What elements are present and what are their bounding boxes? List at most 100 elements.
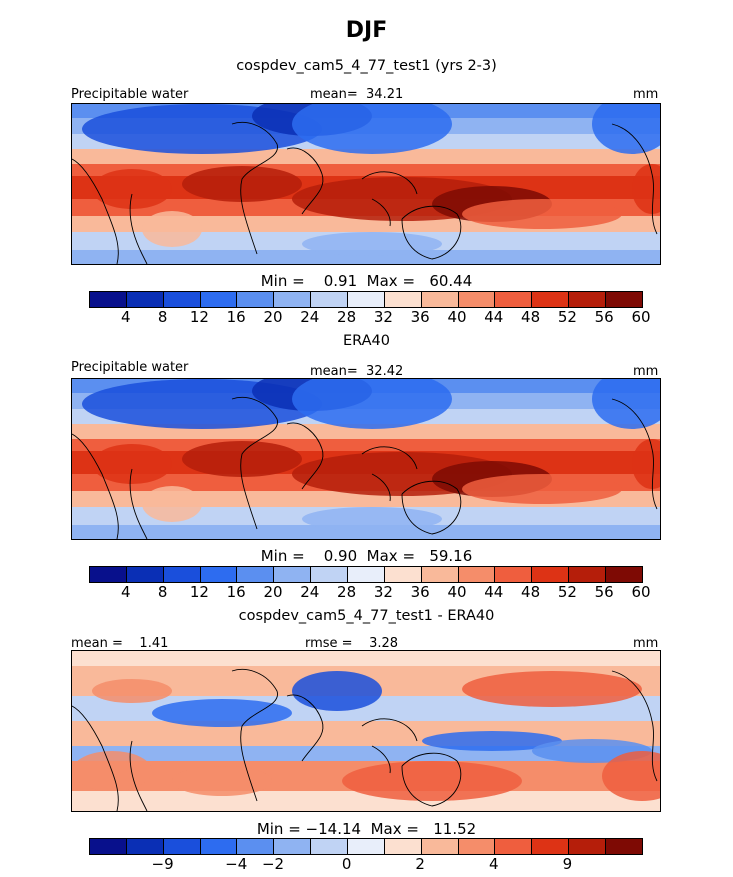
colorbar-3-box [421, 839, 459, 854]
field-plot [72, 379, 660, 539]
colorbar-3-ticks: −9 −4 −2 0 2 4 9 [89, 855, 641, 873]
colorbar-2-ticks: 4 8 12 16 20 24 28 32 36 40 44 48 52 56 60 [89, 583, 651, 601]
colorbar-tick-label: 4 [489, 855, 499, 873]
panel-3-rmse-label: rmse = 3.28 [305, 636, 399, 651]
colorbar-tick-label: 28 [337, 308, 357, 326]
panel-1-mean-label: mean= 34.21 [310, 87, 404, 102]
colorbar-tick-label: 40 [447, 583, 467, 601]
panel-1-minmax: Min = 0.91 Max = 60.44 [260, 272, 473, 290]
colorbar-tick-label: 48 [521, 583, 541, 601]
colorbar-3-box [495, 839, 533, 854]
colorbar-1-box [126, 292, 164, 307]
colorbar-3-box [311, 839, 349, 854]
panel-3-mean-label: mean = 1.41 [71, 636, 169, 651]
colorbar-1-box [237, 292, 275, 307]
colorbar-tick-label: 9 [562, 855, 573, 873]
colorbar-1-box [421, 292, 459, 307]
colorbar-tick-label: 8 [157, 308, 168, 326]
colorbar-3-box [200, 839, 238, 854]
colorbar-2 [89, 566, 643, 583]
colorbar-2-box [274, 567, 312, 582]
colorbar-tick-label: 16 [226, 308, 246, 326]
panel-2-left-label: Precipitable water [71, 360, 189, 375]
panel-1-left-label: Precipitable water [71, 87, 189, 102]
colorbar-2-box [237, 567, 275, 582]
panel-3-map [71, 650, 661, 812]
colorbar-tick-label: 36 [410, 308, 430, 326]
colorbar-1-box [458, 292, 496, 307]
colorbar-2-box [532, 567, 570, 582]
colorbar-tick-label: 60 [631, 308, 651, 326]
colorbar-tick-label: 56 [594, 583, 614, 601]
colorbar-tick-label: 4 [121, 583, 131, 601]
colorbar-3-box [274, 839, 312, 854]
colorbar-3-box [90, 839, 127, 854]
colorbar-1-box [495, 292, 533, 307]
colorbar-tick-label: 24 [300, 308, 320, 326]
panel-2-minmax: Min = 0.90 Max = 59.16 [260, 547, 473, 565]
panel-3-title: cospdev_cam5_4_77_test1 - ERA40 [238, 608, 495, 624]
colorbar-2-box [348, 567, 385, 582]
colorbar-tick-label: 52 [557, 583, 577, 601]
colorbar-tick-label: 36 [410, 583, 430, 601]
colorbar-tick-label: 24 [300, 583, 320, 601]
colorbar-1-box [163, 292, 201, 307]
colorbar-3-box [237, 839, 275, 854]
colorbar-2-box [200, 567, 238, 582]
panel-2-units-label: mm [633, 364, 659, 379]
colorbar-tick-label: 20 [263, 308, 283, 326]
colorbar-2-box [569, 567, 607, 582]
colorbar-tick-label: −9 [151, 855, 174, 873]
colorbar-tick-label: 2 [415, 855, 425, 873]
colorbar-tick-label: −4 [225, 855, 248, 873]
colorbar-3-box [458, 839, 496, 854]
colorbar-1-box [274, 292, 312, 307]
panel-1-title: cospdev_cam5_4_77_test1 (yrs 2-3) [236, 58, 497, 74]
colorbar-2-box [126, 567, 164, 582]
colorbar-1 [89, 291, 643, 308]
colorbar-3-box [532, 839, 570, 854]
colorbar-tick-label: 56 [594, 308, 614, 326]
colorbar-tick-label: 44 [484, 583, 504, 601]
colorbar-1-box [532, 292, 570, 307]
panel-1-units-label: mm [633, 87, 659, 102]
colorbar-tick-label: 32 [373, 308, 393, 326]
colorbar-tick-label: 8 [157, 583, 168, 601]
colorbar-3-box [163, 839, 201, 854]
colorbar-2-box [90, 567, 127, 582]
colorbar-1-box [200, 292, 238, 307]
panel-1-map [71, 103, 661, 265]
colorbar-tick-label: 20 [263, 583, 283, 601]
colorbar-1-box [569, 292, 607, 307]
colorbar-tick-label: 28 [337, 583, 357, 601]
colorbar-2-box [421, 567, 459, 582]
panel-2-mean-label: mean= 32.42 [310, 364, 404, 379]
colorbar-1-ticks: 4 8 12 16 20 24 28 32 36 40 44 48 52 56 60 [89, 308, 651, 326]
field-plot [72, 104, 660, 264]
colorbar-2-box [311, 567, 349, 582]
colorbar-3-box [606, 839, 642, 854]
panel-3-units-label: mm [633, 636, 659, 651]
colorbar-tick-label: 4 [121, 308, 131, 326]
colorbar-2-box [606, 567, 642, 582]
colorbar-tick-label: 16 [226, 583, 246, 601]
figure-title: DJF [345, 18, 388, 43]
colorbar-1-box [311, 292, 349, 307]
field-plot [72, 651, 660, 811]
colorbar-2-box [384, 567, 422, 582]
panel-3-minmax: Min = −14.14 Max = 11.52 [256, 820, 477, 838]
colorbar-3-box [569, 839, 607, 854]
colorbar-tick-label: 32 [373, 583, 393, 601]
colorbar-1-box [384, 292, 422, 307]
colorbar-1-box [606, 292, 642, 307]
colorbar-2-box [458, 567, 496, 582]
colorbar-2-box [495, 567, 533, 582]
colorbar-tick-label: 0 [341, 855, 352, 873]
colorbar-1-box [348, 292, 385, 307]
colorbar-3 [89, 838, 643, 855]
colorbar-2-box [163, 567, 201, 582]
colorbar-tick-label: −2 [261, 855, 285, 873]
panel-2-title: ERA40 [342, 333, 391, 349]
colorbar-tick-label: 12 [189, 308, 209, 326]
colorbar-tick-label: 52 [557, 308, 577, 326]
